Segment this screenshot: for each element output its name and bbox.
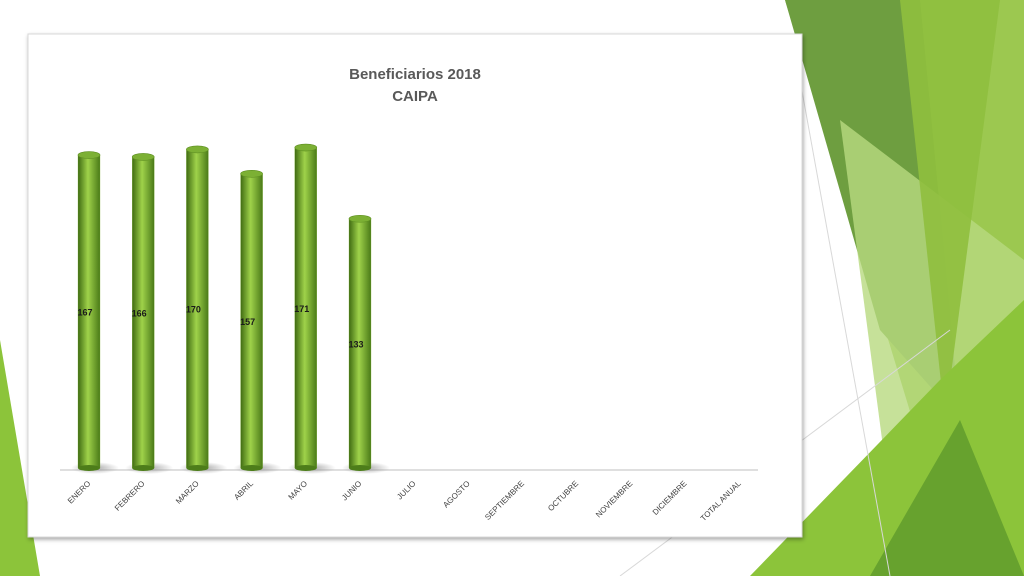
value-label: 170	[186, 305, 201, 315]
value-label: 171	[294, 304, 309, 314]
bar-top	[131, 153, 155, 161]
bar-base	[132, 465, 155, 471]
value-label: 167	[77, 308, 92, 318]
value-label: 157	[240, 317, 255, 327]
bar-base	[294, 465, 317, 471]
bar-base	[240, 465, 263, 471]
bar-top	[294, 143, 318, 152]
bar-top	[348, 214, 372, 223]
bar-base	[78, 465, 100, 471]
bar-top	[77, 151, 101, 159]
bar-top	[186, 145, 209, 154]
value-label: 166	[132, 308, 147, 318]
bar-base	[349, 465, 371, 471]
bar-top	[240, 169, 263, 178]
value-label: 133	[348, 339, 363, 349]
chart-title: Beneficiarios 2018	[349, 66, 481, 83]
chart-area	[27, 33, 803, 538]
chart-subtitle: CAIPA	[392, 88, 438, 105]
bar-base	[186, 465, 209, 471]
